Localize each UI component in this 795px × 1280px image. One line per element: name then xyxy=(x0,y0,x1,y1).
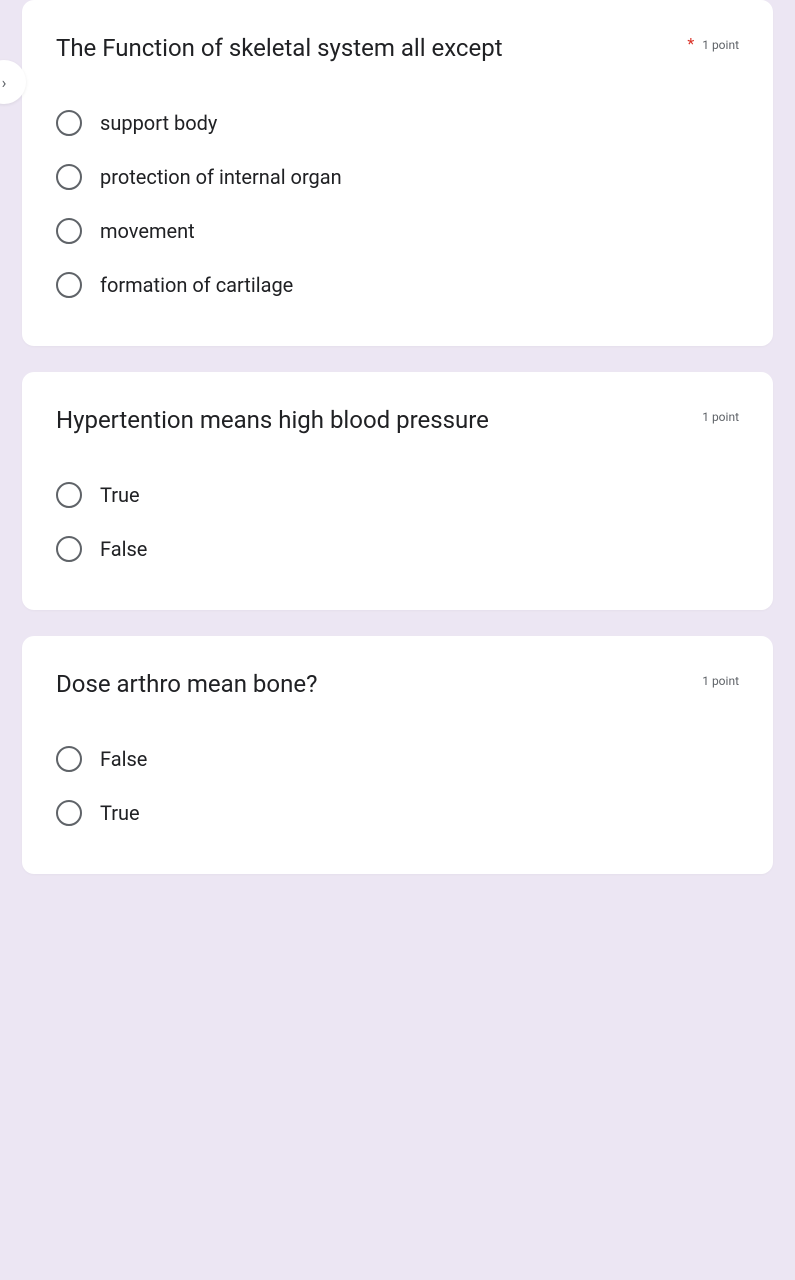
radio-option[interactable]: False xyxy=(56,732,739,786)
radio-icon xyxy=(56,110,82,136)
question-card: Dose arthro mean bone? 1 point False Tru… xyxy=(22,636,773,874)
option-label: False xyxy=(100,747,147,771)
question-card: Hypertention means high blood pressure 1… xyxy=(22,372,773,610)
question-header: Dose arthro mean bone? 1 point xyxy=(56,666,739,702)
question-card: The Function of skeletal system all exce… xyxy=(22,0,773,346)
option-label: support body xyxy=(100,111,217,135)
radio-option[interactable]: protection of internal organ xyxy=(56,150,739,204)
points-label: 1 point xyxy=(702,674,739,688)
option-label: True xyxy=(100,801,140,825)
radio-option[interactable]: True xyxy=(56,468,739,522)
option-label: movement xyxy=(100,219,195,243)
required-indicator: * xyxy=(687,34,694,53)
points-label: 1 point xyxy=(702,38,739,52)
radio-icon xyxy=(56,482,82,508)
option-label: formation of cartilage xyxy=(100,273,293,297)
chevron-right-icon: › xyxy=(2,73,7,92)
question-header: The Function of skeletal system all exce… xyxy=(56,30,739,66)
radio-icon xyxy=(56,272,82,298)
question-header: Hypertention means high blood pressure 1… xyxy=(56,402,739,438)
question-text: Hypertention means high blood pressure xyxy=(56,402,694,438)
option-label: protection of internal organ xyxy=(100,165,342,189)
question-text: Dose arthro mean bone? xyxy=(56,666,694,702)
option-label: False xyxy=(100,537,147,561)
radio-icon xyxy=(56,218,82,244)
radio-option[interactable]: True xyxy=(56,786,739,840)
points-label: 1 point xyxy=(702,410,739,424)
radio-option[interactable]: support body xyxy=(56,96,739,150)
radio-option[interactable]: movement xyxy=(56,204,739,258)
radio-icon xyxy=(56,536,82,562)
radio-icon xyxy=(56,164,82,190)
radio-option[interactable]: False xyxy=(56,522,739,576)
radio-icon xyxy=(56,746,82,772)
option-label: True xyxy=(100,483,140,507)
radio-option[interactable]: formation of cartilage xyxy=(56,258,739,312)
radio-icon xyxy=(56,800,82,826)
question-text: The Function of skeletal system all exce… xyxy=(56,30,679,66)
